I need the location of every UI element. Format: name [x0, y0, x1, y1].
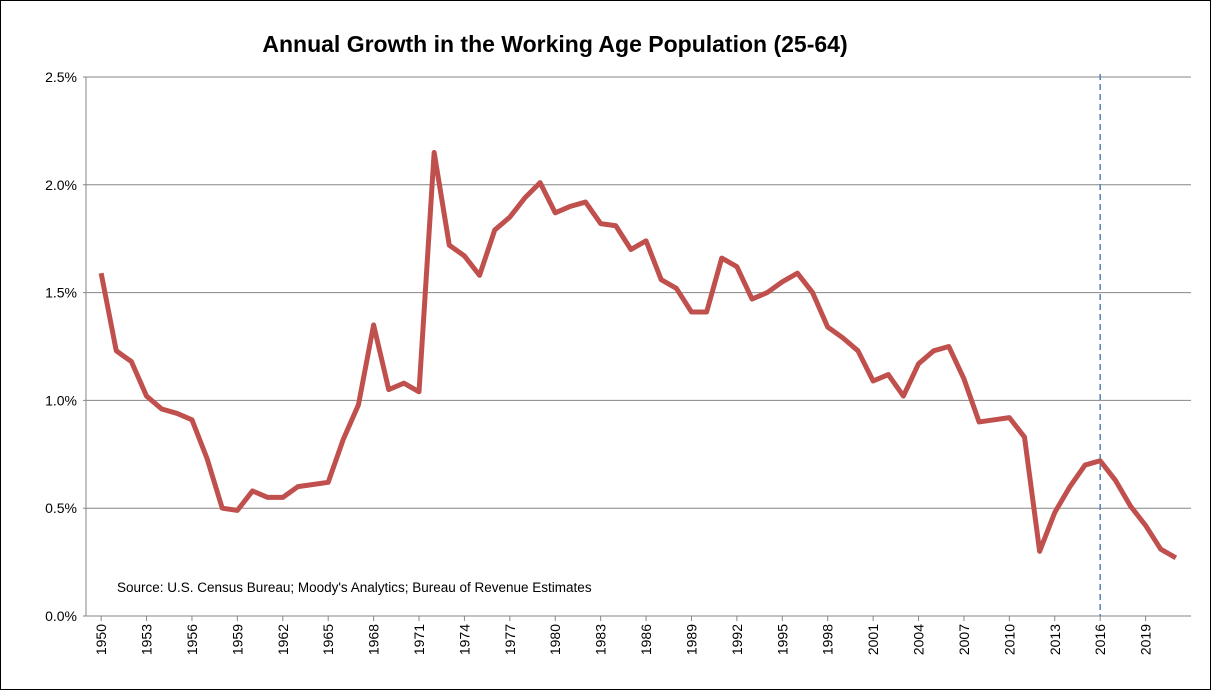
x-tick-label: 2007	[956, 624, 972, 655]
x-tick-label: 1962	[275, 624, 291, 655]
x-tick-label: 1950	[93, 624, 109, 655]
y-tick-label: 0.0%	[45, 608, 77, 624]
x-tick-label: 1995	[774, 624, 790, 655]
x-tick-label: 2019	[1138, 624, 1154, 655]
x-tick-label: 1959	[229, 624, 245, 655]
chart-title: Annual Growth in the Working Age Populat…	[262, 31, 847, 57]
x-tick-label: 2001	[865, 624, 881, 655]
x-tick-label: 1974	[456, 624, 472, 655]
x-tick-label: 1968	[366, 624, 382, 655]
x-tick-label: 2004	[911, 624, 927, 655]
x-tick-label: 2013	[1047, 624, 1063, 655]
x-tick-label: 1953	[139, 624, 155, 655]
x-tick-label: 1965	[320, 624, 336, 655]
y-tick-label: 0.5%	[45, 500, 77, 516]
data-line	[98, 149, 1178, 560]
x-tick-label: 1998	[820, 624, 836, 655]
x-tick-label: 1986	[638, 624, 654, 655]
x-tick-label: 1983	[593, 624, 609, 655]
y-tick-label: 1.0%	[45, 392, 77, 408]
y-tick-label: 2.5%	[45, 69, 77, 85]
x-tick-label: 2016	[1092, 624, 1108, 655]
x-tick-label: 1980	[547, 624, 563, 655]
y-tick-label: 2.0%	[45, 177, 77, 193]
x-tick-label: 1956	[184, 624, 200, 655]
y-tick-label: 1.5%	[45, 285, 77, 301]
x-tick-label: 1971	[411, 624, 427, 655]
x-tick-label: 1977	[502, 624, 518, 655]
annotation: Source: U.S. Census Bureau; Moody's Anal…	[117, 580, 592, 595]
x-tick-label: 2010	[1001, 624, 1017, 655]
x-tick-label: 1992	[729, 624, 745, 655]
x-tick-label: 1989	[683, 624, 699, 655]
